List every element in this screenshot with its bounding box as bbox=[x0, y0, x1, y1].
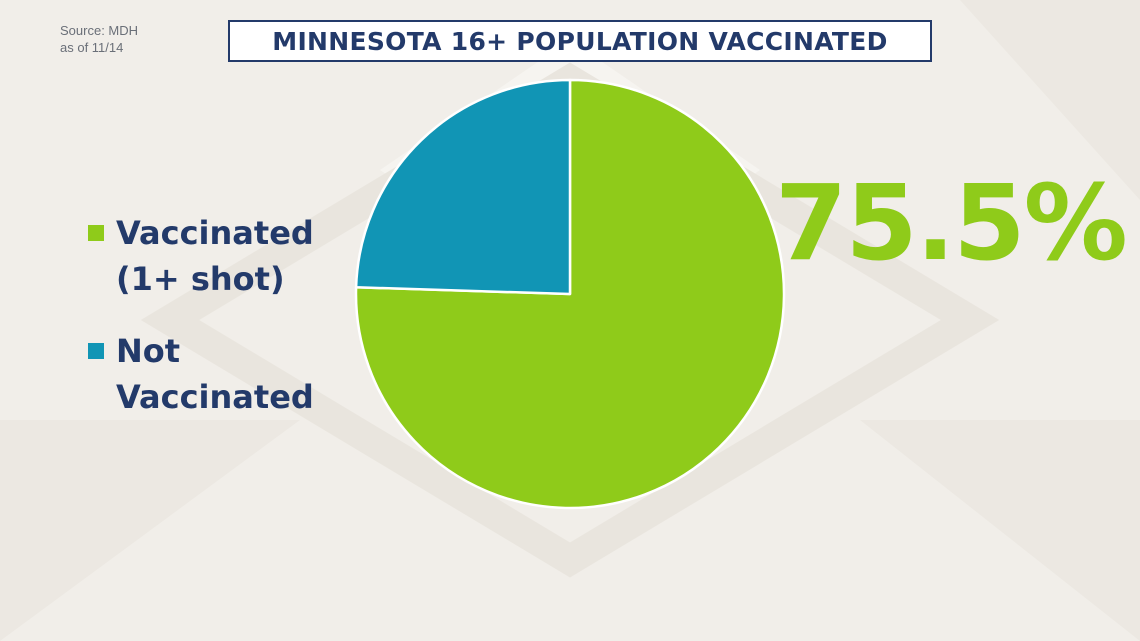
legend-label-not-vaccinated-line1: Not bbox=[116, 332, 181, 370]
chart-title: MINNESOTA 16+ POPULATION VACCINATED bbox=[272, 26, 888, 56]
legend-swatch-not-vaccinated bbox=[88, 343, 104, 359]
source-text: Source: MDH bbox=[60, 23, 139, 38]
source-note: Source: MDH as of 11/14 bbox=[60, 22, 138, 56]
legend-label-not-vaccinated: Not Vaccinated bbox=[116, 328, 314, 420]
legend-label-vaccinated-line1: Vaccinated bbox=[116, 214, 314, 252]
legend-item-not-vaccinated: Not Vaccinated bbox=[88, 328, 348, 420]
highlight-percentage: 75.5% bbox=[775, 162, 1128, 284]
legend-swatch-vaccinated bbox=[88, 225, 104, 241]
legend-item-vaccinated: Vaccinated (1+ shot) bbox=[88, 210, 348, 302]
legend-label-vaccinated: Vaccinated (1+ shot) bbox=[116, 210, 314, 302]
pie-slice-not-vaccinated bbox=[354, 78, 572, 296]
legend-label-vaccinated-line2: (1+ shot) bbox=[116, 260, 285, 298]
date-text: as of 11/14 bbox=[60, 40, 124, 55]
chart-title-box: MINNESOTA 16+ POPULATION VACCINATED bbox=[228, 20, 932, 62]
legend: Vaccinated (1+ shot) Not Vaccinated bbox=[88, 210, 348, 446]
legend-label-not-vaccinated-line2: Vaccinated bbox=[116, 378, 314, 416]
